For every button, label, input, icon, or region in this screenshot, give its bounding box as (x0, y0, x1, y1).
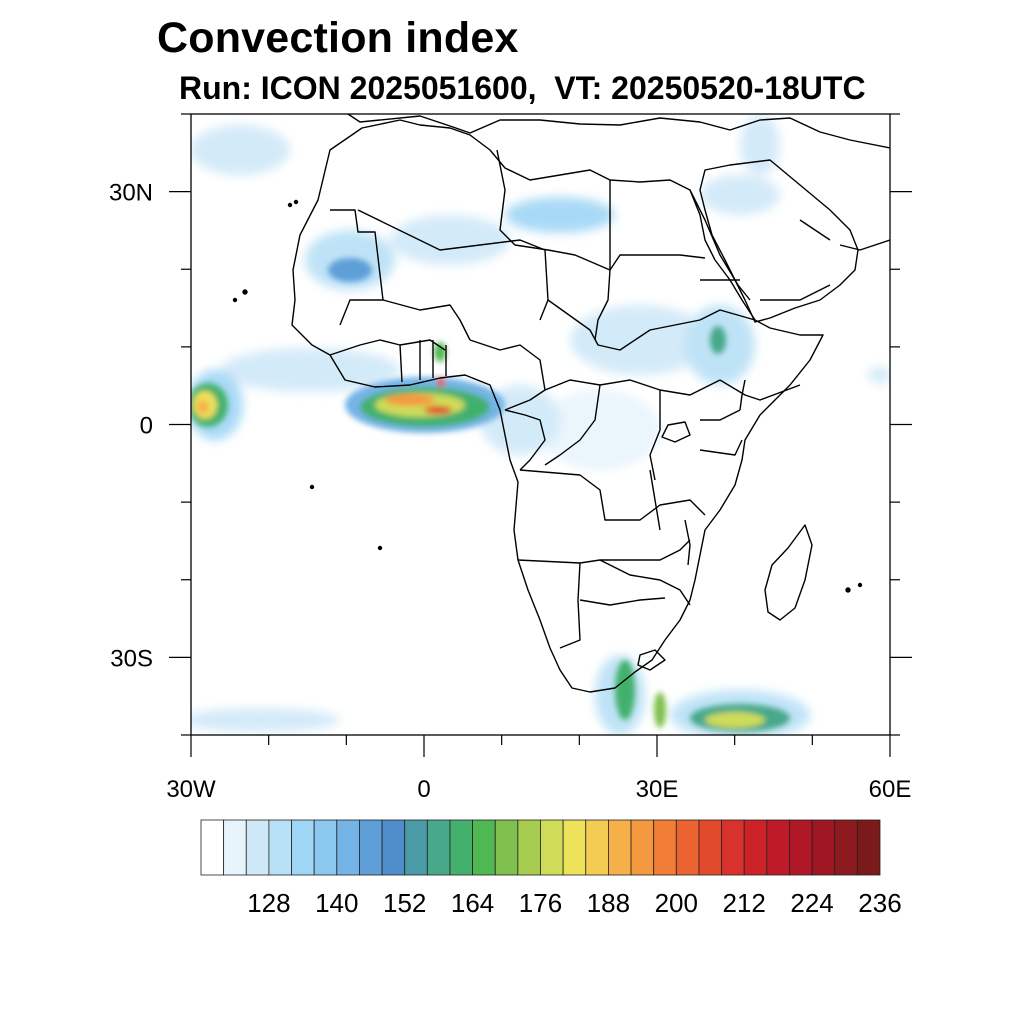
island (845, 587, 851, 593)
colorbar-swatch (766, 819, 790, 876)
island (293, 199, 299, 205)
colorbar-swatch (291, 819, 315, 876)
colorbar-swatch (608, 819, 632, 876)
lake-malawi (684, 519, 691, 566)
border (719, 379, 801, 401)
island (242, 289, 248, 295)
arabia-coastline (699, 159, 859, 323)
colorbar-swatch (245, 819, 270, 876)
colorbar-label: 236 (858, 888, 901, 918)
colorbar-label: 152 (383, 888, 426, 918)
border (739, 379, 746, 411)
madagascar-coastline (764, 524, 813, 621)
colorbar-swatch (381, 819, 406, 876)
island (857, 582, 863, 588)
colorbar-swatch (336, 819, 360, 876)
colorbar-swatch (698, 819, 722, 876)
border (519, 469, 706, 521)
border (699, 279, 756, 321)
border (547, 299, 701, 351)
island (232, 297, 238, 303)
colorbar-swatch (675, 819, 700, 876)
persian-gulf-coastline (839, 239, 890, 251)
colorbar-swatch (449, 819, 474, 876)
lon-tick-label: 0 (417, 776, 430, 803)
colorbar-label: 164 (451, 888, 494, 918)
colorbar-swatch (811, 819, 836, 876)
colorbar-label: 188 (587, 888, 630, 918)
border (559, 562, 581, 649)
colorbar-swatch (268, 819, 292, 876)
colorbar-label: 224 (790, 888, 833, 918)
colorbar-swatch (585, 819, 609, 876)
border (399, 340, 447, 383)
border (544, 384, 601, 466)
border (469, 339, 546, 411)
convection-shading (191, 115, 890, 735)
lon-tick-label: 30W (166, 776, 216, 803)
border (609, 254, 706, 271)
colorbar-swatch (743, 819, 768, 876)
colorbar-swatch (404, 819, 428, 876)
axis-ticks (169, 113, 912, 757)
border (504, 409, 546, 471)
border (699, 409, 743, 456)
lake-tanganyika (649, 469, 661, 531)
colorbar-label: 176 (519, 888, 562, 918)
colorbar-swatch (494, 819, 519, 876)
colorbar-swatch (562, 819, 587, 876)
colorbar-swatch (517, 819, 541, 876)
colorbar-swatch (472, 819, 496, 876)
border (760, 219, 831, 301)
africa-coastline (291, 119, 824, 693)
colorbar-label: 140 (315, 888, 358, 918)
colorbar-label: 212 (723, 888, 766, 918)
colorbar-labels: 128 140 152 164 176 188 200 212 224 236 (247, 888, 901, 918)
colorbar-swatch (630, 819, 655, 876)
red-sea-coastline (689, 189, 751, 301)
colorbar-swatch (789, 819, 813, 876)
border (637, 649, 666, 671)
colorbar-swatch (834, 819, 858, 876)
colorbar-swatch (223, 819, 247, 876)
lat-tick-label: 30S (110, 645, 153, 672)
europe-coastline (347, 114, 890, 149)
country-borders (232, 114, 890, 693)
border (330, 209, 384, 326)
colorbar-swatch (359, 819, 383, 876)
border (649, 390, 661, 481)
colorbar (200, 819, 881, 876)
lat-tick-label: 0 (140, 413, 153, 440)
colorbar-swatch (721, 819, 745, 876)
lon-tick-label: 30E (636, 776, 679, 803)
island (377, 545, 383, 551)
border (579, 597, 666, 606)
border (496, 149, 611, 271)
map-title: Convection index (157, 14, 519, 62)
border (544, 379, 721, 396)
island (287, 202, 293, 208)
colorbar-swatch (856, 819, 881, 876)
lon-tick-label: 60E (869, 776, 912, 803)
colorbar-swatch (540, 819, 564, 876)
lat-tick-label: 30N (109, 180, 153, 207)
map-subtitle: Run: ICON 2025051600, VT: 20250520-18UTC (179, 70, 866, 106)
colorbar-swatch (653, 819, 677, 876)
island (309, 484, 315, 490)
border (594, 269, 611, 341)
colorbar-swatch (313, 819, 338, 876)
border (382, 299, 471, 341)
border (599, 559, 691, 606)
border (357, 209, 549, 321)
axis-labels: 30W 0 30E 60E 30N 0 30S (109, 180, 911, 803)
colorbar-label: 128 (247, 888, 290, 918)
colorbar-swatch (200, 819, 225, 876)
lake-victoria (661, 421, 691, 443)
colorbar-label: 200 (655, 888, 698, 918)
colorbar-swatch (426, 819, 451, 876)
